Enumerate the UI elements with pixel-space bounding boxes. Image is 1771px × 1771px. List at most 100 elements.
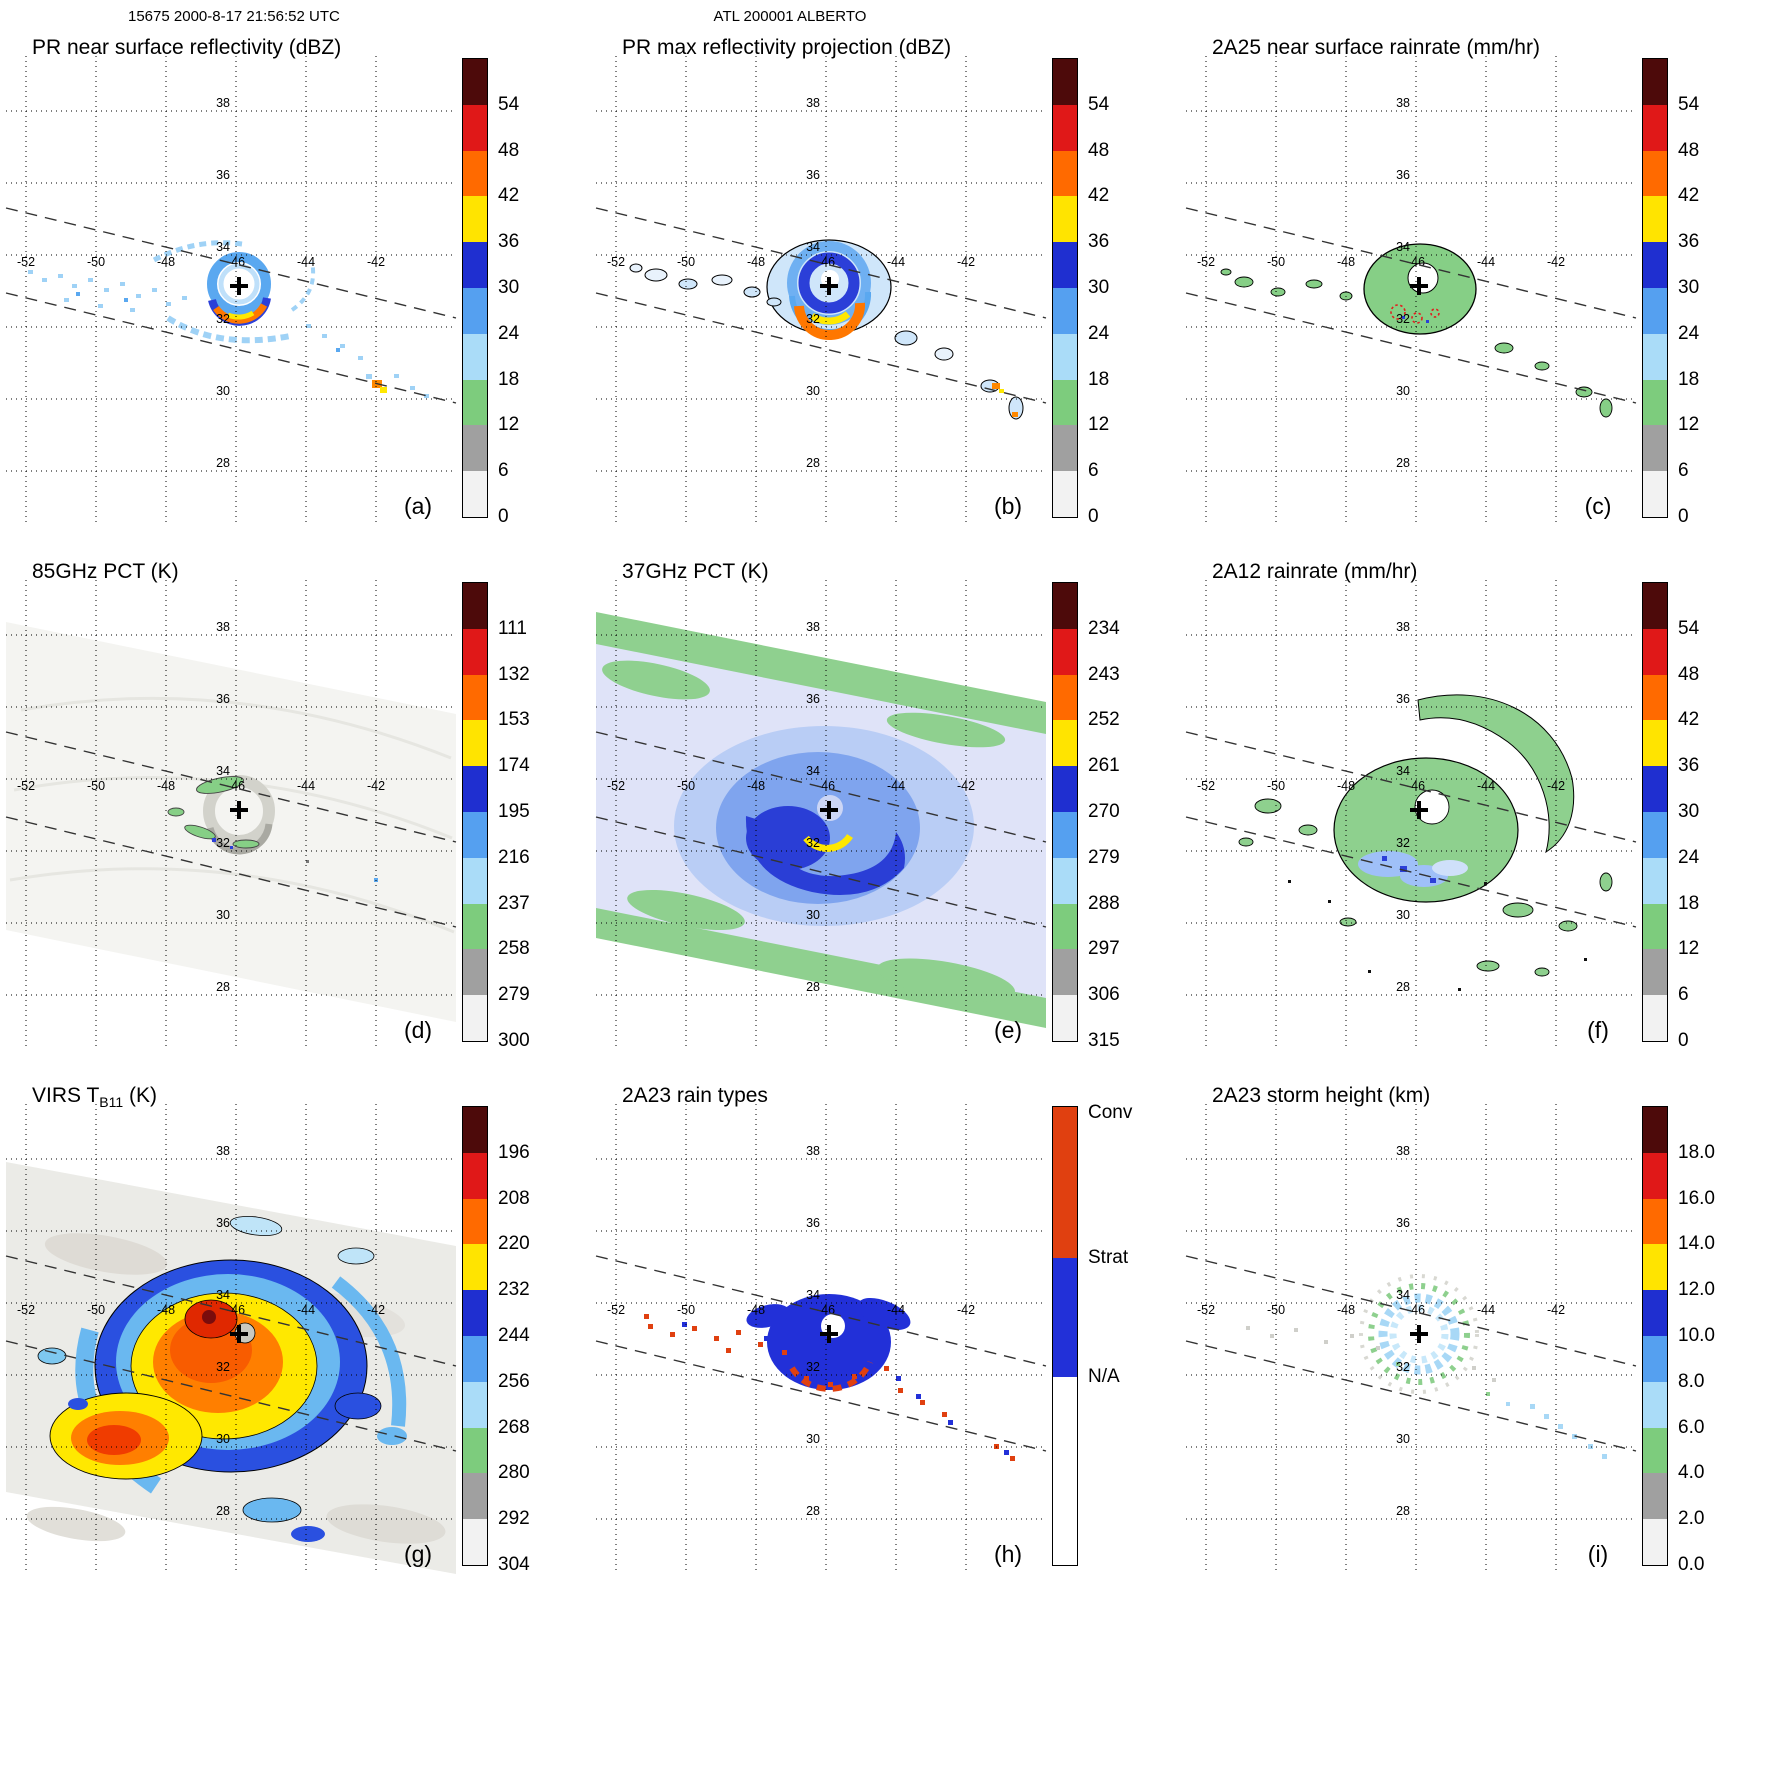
colorbar-segment <box>463 583 487 629</box>
colorbar-tick-label: 12 <box>498 414 520 436</box>
colorbar-tick-label: 54 <box>498 93 520 115</box>
colorbar-tick-label: 10.0 <box>1678 1325 1715 1346</box>
storm-graphic-e <box>596 612 1046 1028</box>
colorbar-segment <box>1053 59 1077 105</box>
colorbar-tick-label: 36 <box>498 231 520 253</box>
panel-a-title: PR near surface reflectivity (dBZ) <box>32 36 341 62</box>
colorbar-bar-i <box>1642 1106 1668 1566</box>
lon-label: -52 <box>607 255 625 269</box>
storm-center-marker <box>1410 277 1428 295</box>
lon-label: -48 <box>1337 1303 1355 1317</box>
colorbar-segment <box>463 1427 487 1474</box>
panel-letter-b: (b) <box>994 493 1022 519</box>
colorbar-segment <box>1053 720 1077 767</box>
colorbar-tick-label: 18 <box>1678 368 1700 390</box>
panel-letter-f: (f) <box>1587 1017 1609 1043</box>
lat-label: 28 <box>806 456 820 470</box>
panel-d: 85GHz PCT (K) (d) -52 -50 -48 -4 <box>0 550 590 1074</box>
colorbar-tick-label: 0 <box>1088 506 1099 527</box>
lat-label: 36 <box>216 692 230 706</box>
lat-label: 32 <box>1396 1360 1410 1374</box>
colorbar-segment <box>463 1473 487 1520</box>
storm-graphic-f <box>1238 694 1613 991</box>
colorbar-segment <box>463 857 487 904</box>
colorbar-segment <box>1643 1427 1667 1474</box>
orbit-datetime-header: 15675 2000-8-17 21:56:52 UTC <box>128 8 340 25</box>
swath-edge-lower <box>595 816 1047 928</box>
colorbar-c: 54 48 42 36 30 24 18 12 6 0 <box>1642 58 1764 530</box>
panel-d-title-text: 85GHz PCT (K) <box>32 560 179 583</box>
colorbar-segment <box>1053 766 1077 812</box>
colorbar-tick-label: 42 <box>498 185 520 207</box>
panel-d-title: 85GHz PCT (K) <box>32 560 179 586</box>
colorbar-segment <box>1643 196 1667 243</box>
colorbar-tick-label: 196 <box>498 1141 530 1163</box>
lat-label: 28 <box>806 980 820 994</box>
lon-label: -50 <box>87 1303 105 1317</box>
lon-label: -44 <box>887 1303 905 1317</box>
colorbar-tick-label: 42 <box>1678 185 1700 207</box>
colorbar-e: 234 243 252 261 270 279 288 297 306 315 <box>1052 582 1174 1054</box>
panel-letter-c: (c) <box>1585 493 1612 519</box>
colorbar-bar-e <box>1052 582 1078 1042</box>
storm-graphic-d <box>6 622 456 1022</box>
colorbar-segment <box>1643 903 1667 950</box>
colorbar-tick-label: 6 <box>1678 460 1689 482</box>
swath-edge-lower <box>1185 292 1637 404</box>
colorbar-segment <box>463 720 487 767</box>
lat-label: 34 <box>1396 764 1410 778</box>
colorbar-segment <box>1643 1335 1667 1382</box>
panel-i-title: 2A23 storm height (km) <box>1212 1084 1430 1110</box>
colorbar-segment <box>1643 242 1667 288</box>
panel-c-title: 2A25 near surface rainrate (mm/hr) <box>1212 36 1540 62</box>
colorbar-segment <box>1053 104 1077 151</box>
lat-label: 32 <box>216 1360 230 1374</box>
colorbar-segment <box>463 674 487 721</box>
colorbar-segment <box>1643 1290 1667 1336</box>
lat-label: 38 <box>216 1144 230 1158</box>
colorbar-tick-label: 24 <box>1678 846 1700 868</box>
lon-label: -50 <box>677 779 695 793</box>
colorbar-tick-label: 252 <box>1088 709 1120 731</box>
lon-label: -50 <box>1267 1303 1285 1317</box>
lon-label: -50 <box>87 779 105 793</box>
colorbar-tick-label: 12.0 <box>1678 1279 1715 1301</box>
colorbar-segment <box>1643 1107 1667 1153</box>
storm-center-marker <box>1410 1325 1428 1343</box>
lat-label: 36 <box>1396 692 1410 706</box>
colorbar-tick-label: 48 <box>1678 139 1700 161</box>
colorbar-tick-label: 304 <box>498 1554 530 1575</box>
lat-label: 34 <box>216 1288 230 1302</box>
lon-label: -48 <box>157 1303 175 1317</box>
colorbar-segment <box>1643 583 1667 629</box>
storm-center-marker <box>820 801 838 819</box>
colorbar-tick-label: 30 <box>498 277 520 298</box>
colorbar-segment <box>1643 995 1667 1041</box>
panel-h: 2A23 rain types (h) -52 -50 -48 -46 -44 -42 38… <box>590 1074 1180 1598</box>
panel-g-title-sub: B11 <box>99 1094 124 1111</box>
storm-graphic-g <box>6 1162 456 1574</box>
colorbar-tick-label: 12 <box>1678 938 1700 960</box>
colorbar-segment <box>1053 471 1077 517</box>
colorbar-tick-label: 216 <box>498 846 530 868</box>
colorbar-segment <box>463 59 487 105</box>
lat-label: 38 <box>1396 1144 1410 1158</box>
colorbar-tick-label: 234 <box>1088 617 1120 639</box>
lon-label: -48 <box>747 1303 765 1317</box>
lon-label: -50 <box>1267 779 1285 793</box>
lat-label: 30 <box>806 1432 820 1446</box>
swath-edge-lower <box>5 816 457 928</box>
storm-name-header: ATL 200001 ALBERTO <box>713 8 867 25</box>
colorbar-tick-label: 8.0 <box>1678 1370 1705 1392</box>
colorbar-tick-label: 30 <box>1088 277 1110 298</box>
colorbar-segment <box>463 1381 487 1428</box>
storm-center-marker <box>820 277 838 295</box>
colorbar-tick-label: 2.0 <box>1678 1508 1705 1530</box>
lon-label: -42 <box>367 1303 385 1317</box>
lat-label: 34 <box>1396 240 1410 254</box>
colorbar-segment <box>1053 583 1077 629</box>
